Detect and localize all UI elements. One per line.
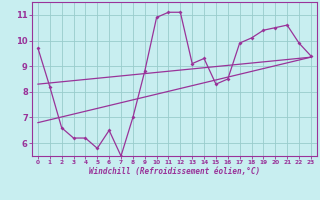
X-axis label: Windchill (Refroidissement éolien,°C): Windchill (Refroidissement éolien,°C) — [89, 167, 260, 176]
